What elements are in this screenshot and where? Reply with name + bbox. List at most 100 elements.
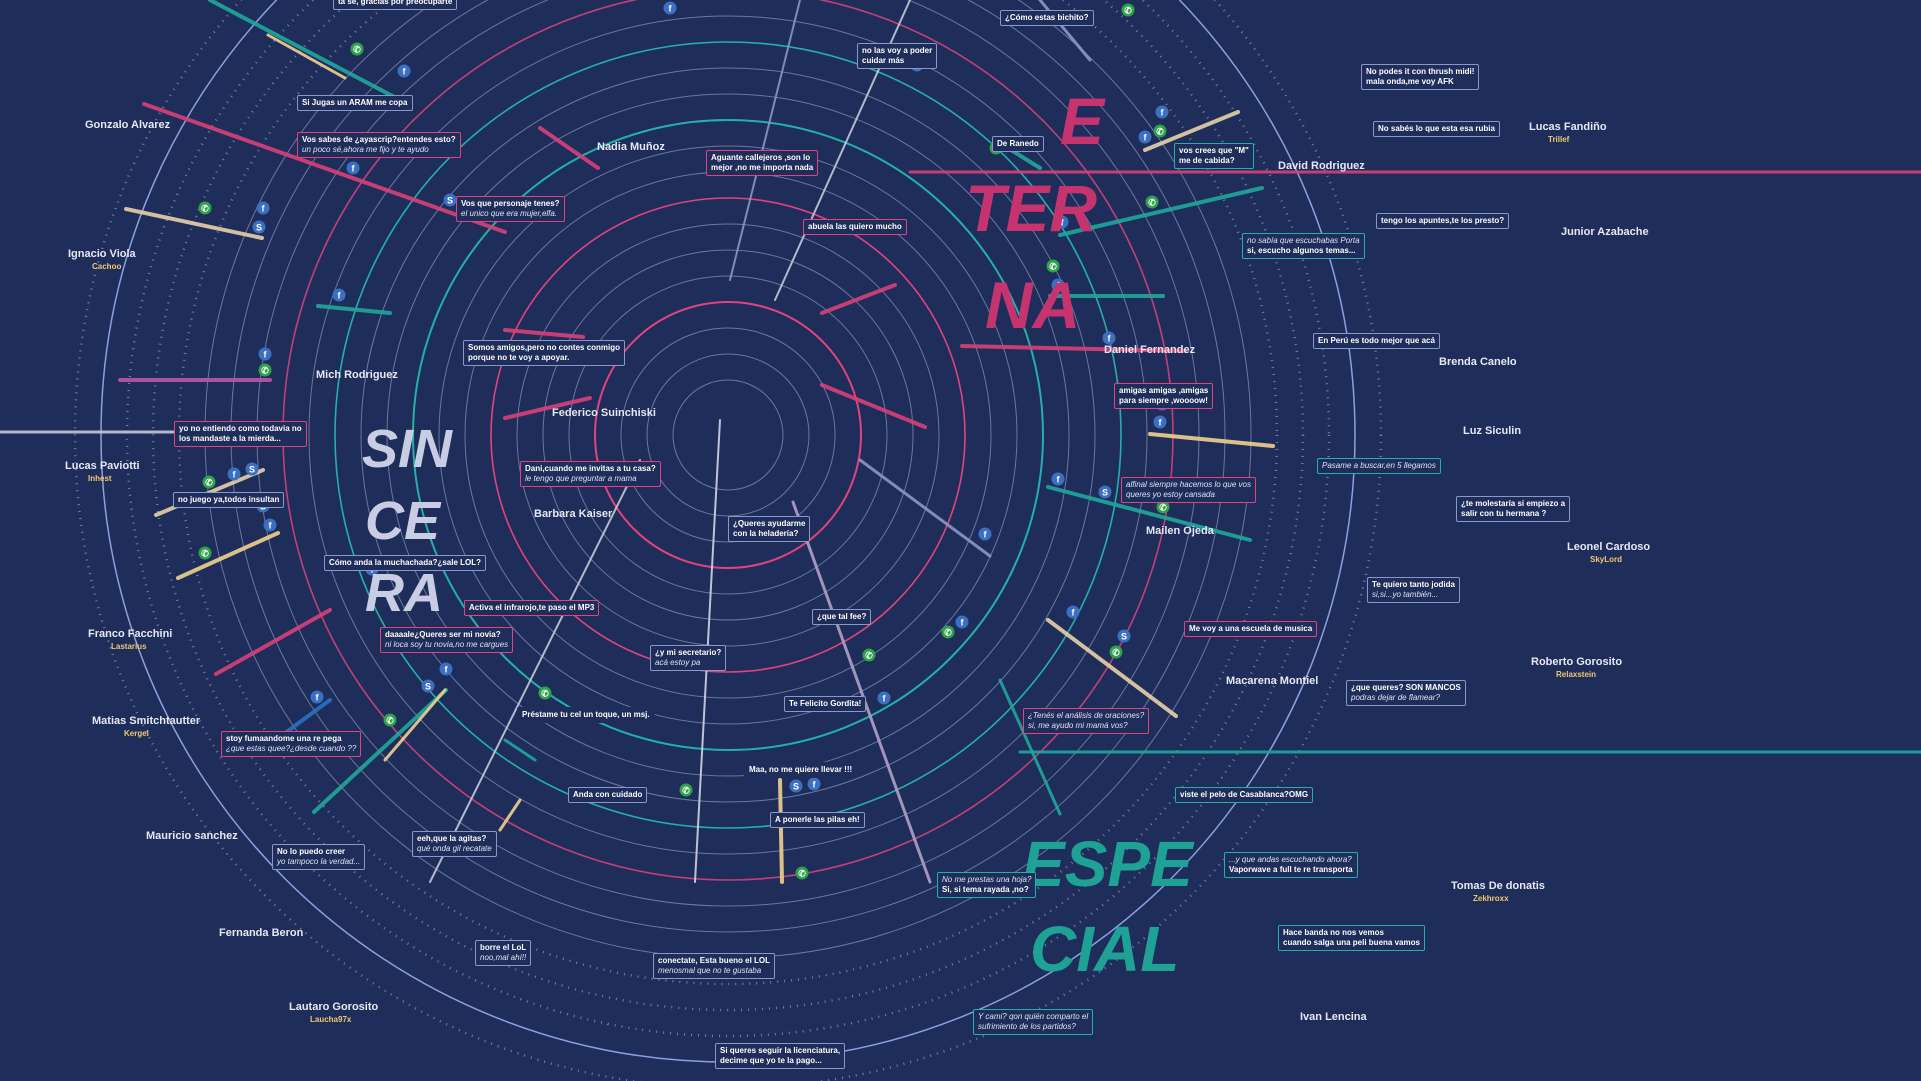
relationship-stroke [312, 688, 448, 814]
facebook-icon: f [1055, 215, 1069, 229]
chat-bubble: borre el LoL noo,mal ahí!! [475, 940, 532, 966]
icon-glyph: f [1108, 334, 1112, 344]
ring [516, 223, 940, 647]
theme-especial-1: ESPE [1022, 828, 1193, 900]
facebook-icon: f [955, 615, 969, 629]
ring [177, 0, 1279, 986]
chat-bubble: Vos que personaje tenes? el unico que era… [456, 196, 565, 222]
whatsapp-icon: ✆ [198, 201, 212, 215]
icon-disc [795, 866, 809, 880]
chat-bubble: no juego ya,todos insultan [173, 492, 285, 508]
chat-bubble: no las voy a poder cuidar más [857, 43, 938, 69]
chat-bubble: abuela las quiero mucho [803, 219, 907, 235]
skype-icon: S [1098, 485, 1112, 499]
chat-bubble: No lo puedo creer yo tampoco la verdad... [272, 844, 366, 870]
relationship-stroke [503, 328, 585, 339]
facebook-icon: f [1051, 278, 1065, 292]
relationship-stroke [316, 304, 392, 315]
theme-sincera-2: CE [365, 491, 441, 551]
icon-disc [1145, 195, 1159, 209]
ring [438, 145, 1018, 725]
person-nick: Relaxstein [1556, 670, 1597, 679]
whatsapp-icon: ✆ [1153, 124, 1167, 138]
relationship-strokes [0, 0, 1921, 884]
icon-glyph: f [269, 521, 273, 531]
icon-disc [679, 783, 693, 797]
person-label: David Rodriguez [1278, 160, 1365, 172]
person-label: Mauricio sanchez [146, 830, 238, 842]
icon-glyph: f [352, 164, 356, 174]
relationship-stroke [820, 383, 927, 429]
relationship-stroke [538, 126, 600, 170]
concentric-rings [73, 0, 1383, 1081]
person-nick: Inhest [88, 474, 112, 483]
icon-disc [1051, 472, 1065, 486]
icon-glyph: f [233, 470, 237, 480]
person-nick: Laucha97x [310, 1015, 352, 1024]
icon-glyph: ✆ [353, 45, 361, 55]
icon-disc [1121, 3, 1135, 17]
ring [360, 67, 1096, 803]
relationship-stroke [503, 738, 537, 762]
skype-icon: S [789, 779, 803, 793]
relationship-stroke [429, 459, 641, 883]
theme-eterna-2: TER [965, 171, 1097, 245]
theme-eterna-3: NA [985, 268, 1081, 342]
icon-disc [538, 686, 552, 700]
relationship-stroke [503, 396, 592, 420]
icon-disc [332, 288, 346, 302]
icon-disc [198, 201, 212, 215]
ring [672, 379, 784, 491]
person-label: Lucas Paviotti [65, 460, 140, 472]
chat-bubble: Pasame a buscar,en 5 llegamos [1317, 458, 1441, 474]
chat-bubble: Te quiero tanto jodida si,si...yo también… [1367, 577, 1460, 603]
chat-bubble: ¿Cómo estas bichito? [1000, 10, 1094, 26]
chat-bubble: En Perú es todo mejor que acá [1313, 333, 1440, 349]
chat-bubble: De Ranedo [992, 136, 1044, 152]
icon-glyph: f [961, 618, 965, 628]
icon-glyph: f [1057, 281, 1061, 291]
icon-glyph: ✆ [1159, 503, 1167, 513]
whatsapp-icon: ✆ [258, 363, 272, 377]
whatsapp-icon: ✆ [862, 648, 876, 662]
person-label: Lucas Fandiño [1529, 121, 1607, 133]
chat-bubble: Si queres seguir la licenciatura, decime … [715, 1043, 846, 1069]
icon-disc [1109, 645, 1123, 659]
facebook-icon: f [263, 518, 277, 532]
facebook-icon: f [1102, 331, 1116, 345]
ring [542, 249, 914, 621]
icon-disc [439, 662, 453, 676]
icon-disc [245, 462, 259, 476]
icon-disc [1153, 124, 1167, 138]
relationship-stroke [142, 102, 507, 234]
facebook-icon: f [258, 347, 272, 361]
ring [73, 0, 1383, 1081]
facebook-icon: f [227, 467, 241, 481]
chat-bubble: Y cami? qon quién comparto el sufrimiento… [973, 1009, 1094, 1035]
icon-disc [258, 347, 272, 361]
facebook-icon: f [256, 201, 270, 215]
icon-disc [258, 363, 272, 377]
relationship-stroke [960, 344, 1187, 353]
icon-disc [1051, 278, 1065, 292]
whatsapp-icon: ✆ [1109, 645, 1123, 659]
chat-bubble: ¿que queres? SON MANCOS podras dejar de f… [1346, 680, 1466, 706]
icon-glyph: f [316, 693, 320, 703]
chat-bubble: Aguante callejeros ,son lo mejor ,no me i… [706, 150, 819, 176]
chat-bubble: ¿y mi secretario? acá estoy pa [650, 645, 727, 671]
person-nick: Kergel [124, 729, 149, 738]
icon-disc [263, 518, 277, 532]
facebook-icon: f [1153, 415, 1167, 429]
ring [334, 41, 1122, 829]
chat-bubble: ¿Queres ayudarme con la heladería? [728, 516, 811, 542]
icon-disc [978, 527, 992, 541]
person-label: Matias Smitchtautter [92, 715, 201, 727]
chat-bubble: Vos sabes de ¿ayascrip?entendes esto? un … [297, 132, 461, 158]
icon-glyph: f [1072, 608, 1076, 618]
icon-glyph: f [669, 4, 673, 14]
icon-disc [1098, 485, 1112, 499]
facebook-icon: f [1066, 605, 1080, 619]
whatsapp-icon: ✆ [198, 546, 212, 560]
chat-bubble: yo no entiendo como todavia no los mandas… [174, 421, 307, 447]
person-label: Daniel Fernandez [1104, 344, 1196, 356]
